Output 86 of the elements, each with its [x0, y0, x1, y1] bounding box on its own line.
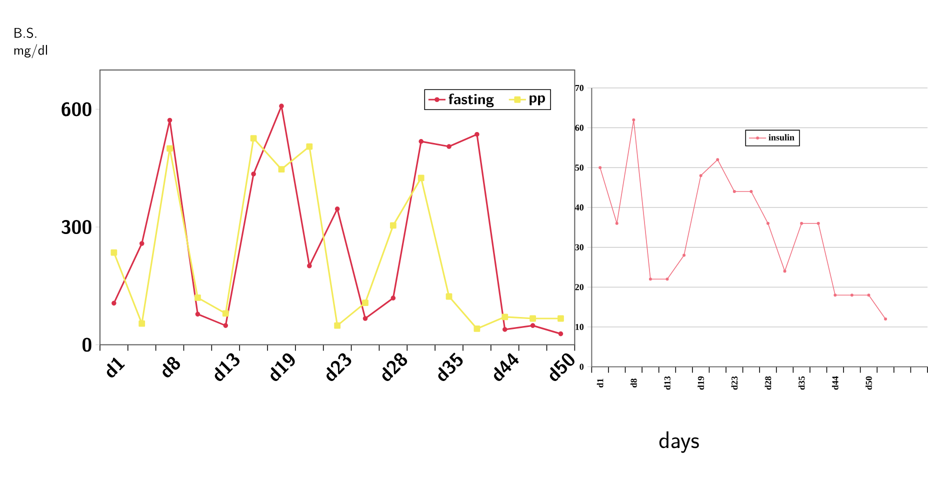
point	[251, 172, 256, 177]
point	[362, 316, 368, 322]
point	[306, 143, 313, 150]
point	[334, 206, 340, 212]
point	[390, 222, 396, 229]
point	[250, 135, 257, 142]
x-tick-label: d19	[698, 376, 704, 390]
legend-label: fasting	[448, 94, 494, 108]
x-tick-label: d35	[798, 376, 805, 390]
point	[307, 264, 312, 268]
point	[699, 174, 702, 178]
x-tick-label: d28	[382, 353, 408, 382]
point	[816, 222, 820, 226]
point	[138, 320, 146, 327]
x-axis-title: days	[659, 431, 699, 453]
point	[446, 293, 452, 300]
point	[666, 278, 669, 281]
point	[474, 132, 480, 137]
point	[867, 294, 870, 297]
y-tick-label: 300	[62, 220, 92, 234]
point	[418, 139, 424, 144]
x-tick-label: d44	[494, 353, 519, 382]
y-tick-label: 40	[575, 204, 584, 211]
point	[530, 315, 536, 322]
point	[716, 158, 720, 162]
point	[884, 318, 888, 321]
legend-label: insulin	[768, 134, 794, 141]
point	[390, 296, 396, 301]
legend-label: pp	[530, 96, 545, 106]
point	[558, 315, 564, 322]
point	[223, 323, 228, 328]
y-tick-label: 0	[580, 364, 584, 370]
x-tick-label: d13	[664, 376, 670, 390]
point	[110, 249, 118, 256]
point	[279, 104, 284, 109]
point	[530, 323, 536, 328]
point	[598, 166, 602, 170]
y-tick-label: 20	[575, 284, 584, 290]
point	[418, 174, 424, 182]
y-tick-label: 60	[575, 124, 584, 131]
point	[632, 118, 636, 122]
point	[732, 190, 736, 194]
y-tick-label: 70	[575, 85, 584, 92]
point	[446, 144, 452, 150]
x-tick-label: d8	[630, 378, 637, 388]
x-tick-label: d50	[866, 376, 872, 390]
x-tick-label: d23	[731, 376, 738, 390]
x-tick-label: d50	[550, 353, 574, 382]
y-tick-label: 30	[575, 244, 584, 250]
x-tick-label: d19	[270, 354, 295, 382]
y-tick-label: 0	[82, 338, 92, 352]
y-tick-label: 600	[62, 102, 92, 116]
y-axis-title: B.S. mg/dl	[14, 28, 47, 58]
point	[362, 300, 368, 306]
point	[750, 190, 753, 194]
point	[112, 300, 116, 306]
point	[502, 314, 508, 320]
point	[278, 166, 285, 173]
x-tick-label: d28	[764, 376, 772, 390]
x-tick-label: d8	[162, 357, 180, 378]
point	[648, 278, 652, 281]
point	[783, 270, 786, 273]
x-tick-label: d13	[214, 353, 240, 382]
point	[682, 254, 686, 257]
point	[194, 294, 201, 302]
point	[139, 241, 144, 246]
point	[195, 312, 200, 317]
x-tick-label: d35	[438, 352, 463, 382]
point	[850, 294, 854, 297]
point	[222, 310, 229, 317]
x-tick-label: d23	[326, 353, 352, 382]
point	[502, 327, 508, 332]
point	[558, 332, 564, 336]
x-tick-label: d44	[832, 376, 838, 390]
point	[615, 222, 618, 226]
point	[167, 118, 172, 123]
point	[766, 222, 770, 226]
point	[474, 326, 480, 332]
point	[334, 322, 341, 329]
x-tick-label: d1	[106, 358, 125, 378]
y-tick-label: 50	[575, 164, 584, 171]
point	[834, 294, 837, 297]
y-tick-label: 10	[576, 324, 584, 330]
x-tick-label: d1	[596, 378, 604, 388]
point	[166, 145, 173, 152]
point	[800, 222, 804, 226]
